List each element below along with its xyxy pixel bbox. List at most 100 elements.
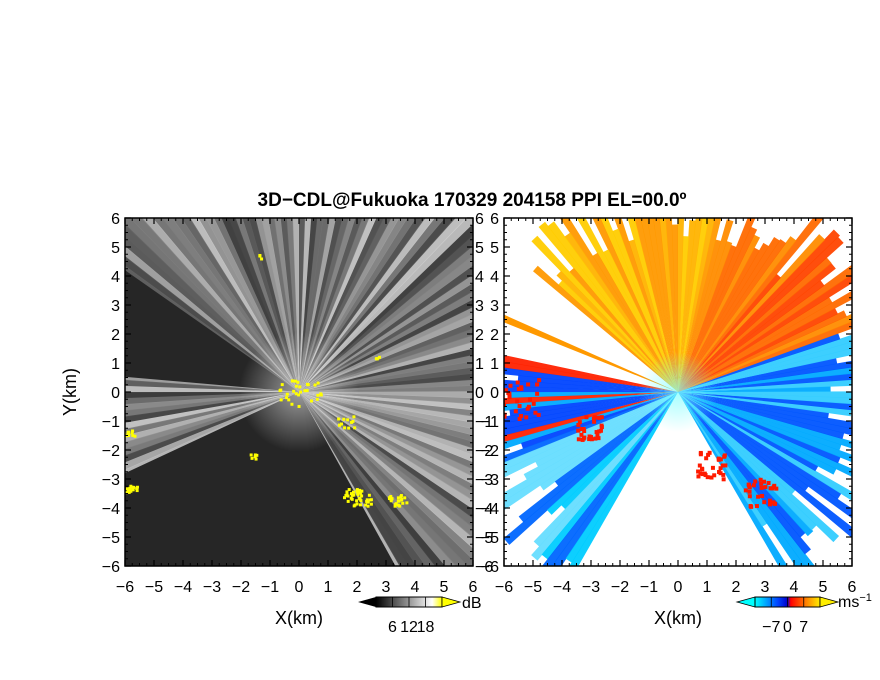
y-tick-label: −5 [102,530,120,547]
colorbar-vel-unit-exp: −1 [859,592,872,604]
velocity-pixel [531,401,536,406]
velocity-ray [592,252,678,392]
echo-pixel [347,426,351,430]
y-tick-label-right: 3 [475,298,484,315]
y-tick-label: −1 [102,414,120,431]
echo-pixel [316,393,320,397]
echo-pixel [377,355,381,359]
echo-pixel [290,402,294,406]
velocity-ray [504,392,678,545]
echo-pixel [374,357,378,361]
x-tick-label: −1 [640,579,658,596]
velocity-pixel [712,473,717,478]
velocity-ray [678,257,832,392]
echo-pixel [389,499,393,503]
velocity-pixel [594,430,599,435]
y-tick-label: 1 [111,356,120,373]
echo-pixel [287,398,291,402]
velocity-ray [678,234,826,392]
colorbar-db-right-arrow [441,596,462,608]
echo-pixel [356,493,360,497]
echo-pixel [343,426,347,430]
colorbar-vel-left-arrow [735,596,756,608]
y-tick-label: 2 [111,327,120,344]
velocity-pixel [504,414,507,419]
velocity-ray [564,232,678,392]
reflectivity-ray [299,392,473,501]
velocity-pixel [507,394,512,399]
y-tick-label-right: −6 [475,559,493,576]
velocity-ray [678,392,809,492]
velocity-pixel [696,474,701,479]
echo-pixel [345,493,349,497]
velocity-ray [678,236,781,392]
echo-pixel [364,503,368,507]
y-tick-label: −4 [481,501,499,518]
velocity-pixel [516,386,521,391]
velocity-ray [678,392,814,537]
velocity-colorbar: −7 0 7 ms−1 [735,592,872,636]
y-tick-label: 4 [490,269,499,286]
velocity-ray [504,367,678,392]
echo-pixel [131,488,135,492]
y-tick-label: 0 [111,385,120,402]
y-tick-label: 3 [490,298,499,315]
echo-pixel [353,426,357,430]
velocity-ray [678,220,697,392]
y-tick-label-right: 2 [475,327,484,344]
echo-pixel [294,379,298,383]
velocity-pixel [696,469,701,474]
velocity-pixel [576,422,581,427]
velocity-ray [547,221,678,392]
velocity-pixel [751,483,756,488]
velocity-ray [678,262,836,392]
velocity-pixel [698,471,703,476]
echo-pixel [292,389,296,393]
velocity-pixel [584,415,589,420]
echo-pixel [130,431,134,435]
velocity-pixel [760,493,765,498]
x-tick-label: −3 [203,579,221,596]
x-tick-label: 0 [295,579,304,596]
velocity-pixel [515,380,520,385]
velocity-ray [612,228,678,392]
echo-pixel [352,504,356,508]
echo-pixel [279,398,283,402]
velocity-pixel [504,388,509,393]
echo-pixel [356,489,360,493]
velocity-ray [678,392,817,531]
echo-pixel [129,484,133,488]
velocity-ray [556,270,678,392]
reflectivity-ray [125,223,299,392]
velocity-ray [678,307,839,392]
velocity-pixel [593,436,598,441]
velocity-ray [535,392,678,468]
echo-pixel [127,490,131,494]
velocity-axes: −6 −5 −4 −3 −2 −1 0 1 2 3 4 5 6 6 5 4 3 2 1 0 −1 −2 −3 −4 −5 −6 [481,211,857,596]
velocity-ray [678,392,852,463]
reflectivity-ray [299,218,435,392]
velocity-pixel [767,502,772,507]
echo-pixel [337,417,341,421]
velocity-ray [678,218,825,392]
echo-pixel [396,499,400,503]
x-tick-label: 2 [353,579,362,596]
velocity-ray [531,235,678,392]
colorbar-tick-label: 6 [388,619,397,636]
velocity-xlabel: X(km) [654,608,702,628]
echo-pixel [347,488,351,492]
velocity-ray [678,392,841,464]
echo-pixel [249,453,253,457]
echo-pixel [319,392,323,396]
velocity-panel: −6 −5 −4 −3 −2 −1 0 1 2 3 4 5 6 6 5 4 3 2 1 0 −1 −2 −3 −4 −5 −6 X… [481,211,857,628]
echo-pixel [366,500,370,504]
reflectivity-axes: −6 −5 −4 −3 −2 −1 0 1 2 3 4 5 66 65 54 43 32 21 10 0−1 −1−2−… [102,211,494,596]
velocity-pixel [599,415,604,420]
velocity-center-glow [638,352,718,432]
colorbar-tick-label: 18 [417,619,435,636]
reflectivity-center-glow [239,332,359,452]
echo-pixel [285,392,289,396]
